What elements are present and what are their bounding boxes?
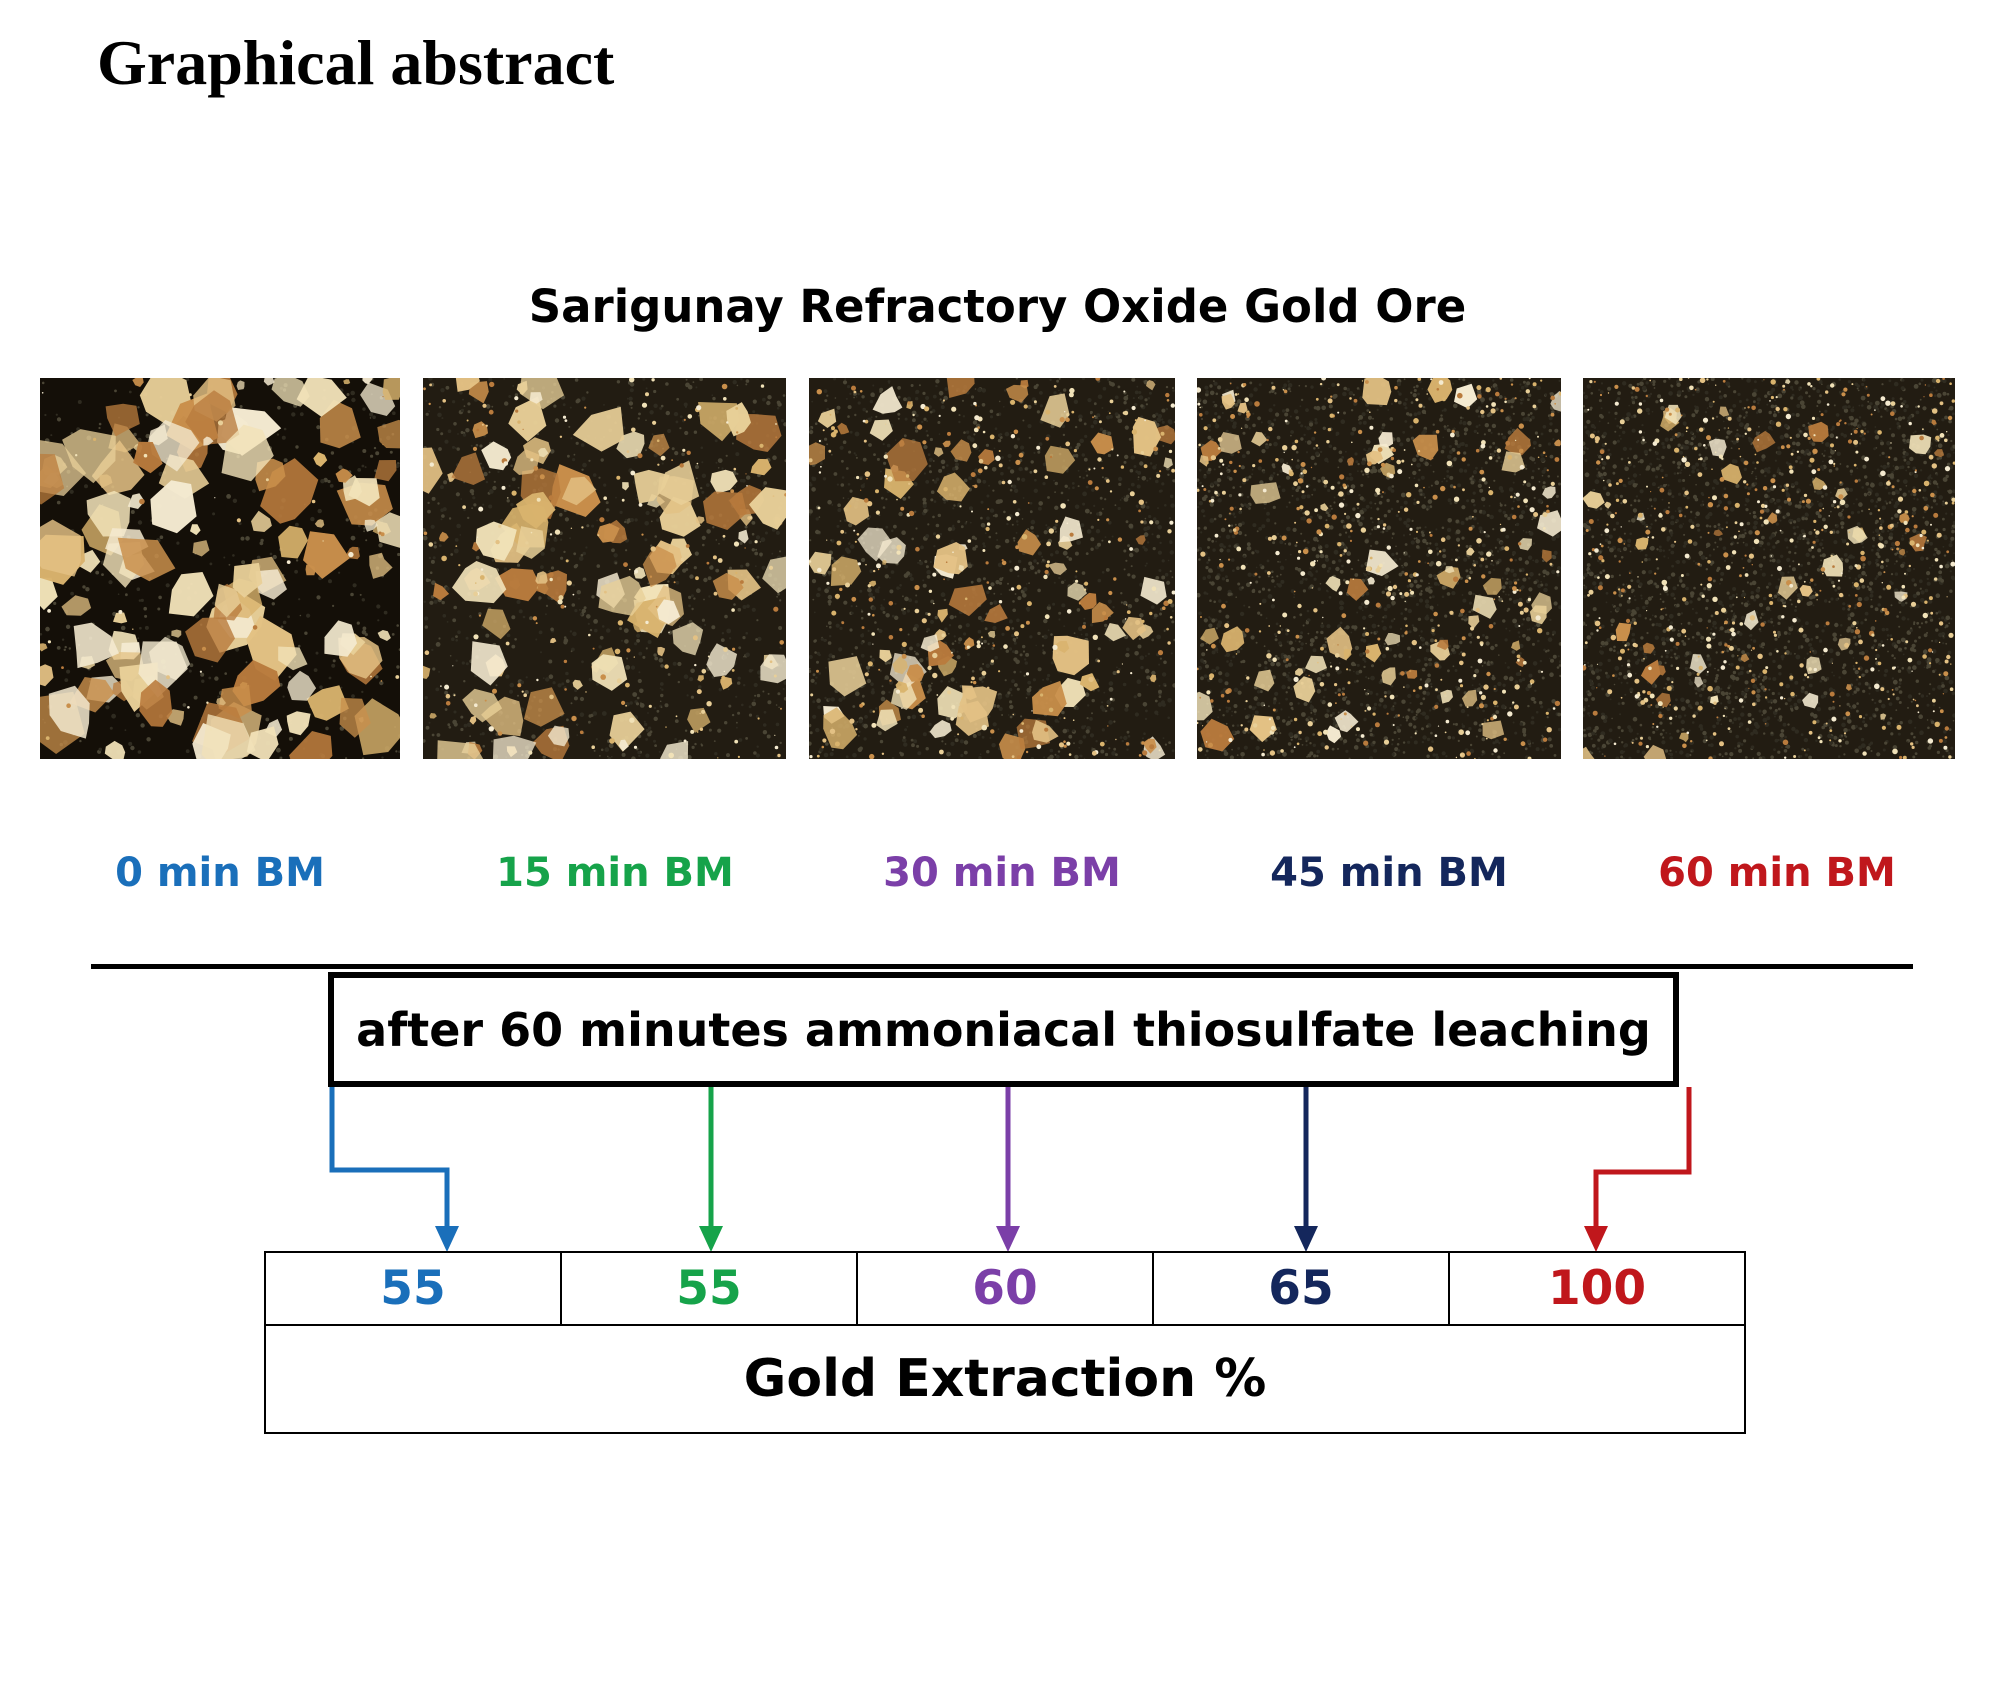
ore-grains-60-min <box>1583 378 1955 759</box>
ore-grains-30-min <box>809 378 1175 759</box>
ore-photo-0-min <box>40 378 400 759</box>
ore-title: Sarigunay Refractory Oxide Gold Ore <box>528 280 1467 333</box>
extraction-30-min: 60 <box>856 1251 1154 1326</box>
bm-label-0-min: 0 min BM <box>115 850 325 896</box>
ore-photo-30-min <box>809 378 1175 759</box>
leaching-step-box: after 60 minutes ammoniacal thiosulfate … <box>328 972 1679 1087</box>
extraction-15-min: 55 <box>560 1251 858 1326</box>
extraction-60-min: 100 <box>1448 1251 1746 1326</box>
extraction-45-min: 65 <box>1152 1251 1450 1326</box>
flow-arrowhead-60-min <box>1584 1226 1608 1252</box>
flow-arrow-0-min <box>329 1087 450 1238</box>
bm-label-15-min: 15 min BM <box>496 850 734 896</box>
flow-arrowhead-0-min <box>435 1226 459 1252</box>
gold-extraction-table: 55 55 60 65 100 Gold Extraction % <box>264 1251 1746 1434</box>
ore-photo-15-min <box>423 378 786 759</box>
extraction-0-min: 55 <box>264 1251 562 1326</box>
bm-label-45-min: 45 min BM <box>1270 850 1508 896</box>
flow-arrowhead-15-min <box>699 1226 723 1252</box>
ore-grains-15-min <box>423 378 786 759</box>
leaching-step-text: after 60 minutes ammoniacal thiosulfate … <box>356 1002 1651 1057</box>
bm-label-60-min: 60 min BM <box>1658 850 1896 896</box>
ore-grains-0-min <box>40 378 400 759</box>
ore-grains-45-min <box>1197 378 1561 759</box>
ore-photo-45-min <box>1197 378 1561 759</box>
page-heading: Graphical abstract <box>97 27 615 98</box>
flow-arrowhead-30-min <box>996 1226 1020 1252</box>
flow-arrow-60-min <box>1593 1087 1692 1238</box>
separator-line <box>91 964 1913 969</box>
bm-label-30-min: 30 min BM <box>883 850 1121 896</box>
gold-extraction-caption: Gold Extraction % <box>264 1324 1746 1434</box>
flow-arrowhead-45-min <box>1294 1226 1318 1252</box>
ore-photo-60-min <box>1583 378 1955 759</box>
